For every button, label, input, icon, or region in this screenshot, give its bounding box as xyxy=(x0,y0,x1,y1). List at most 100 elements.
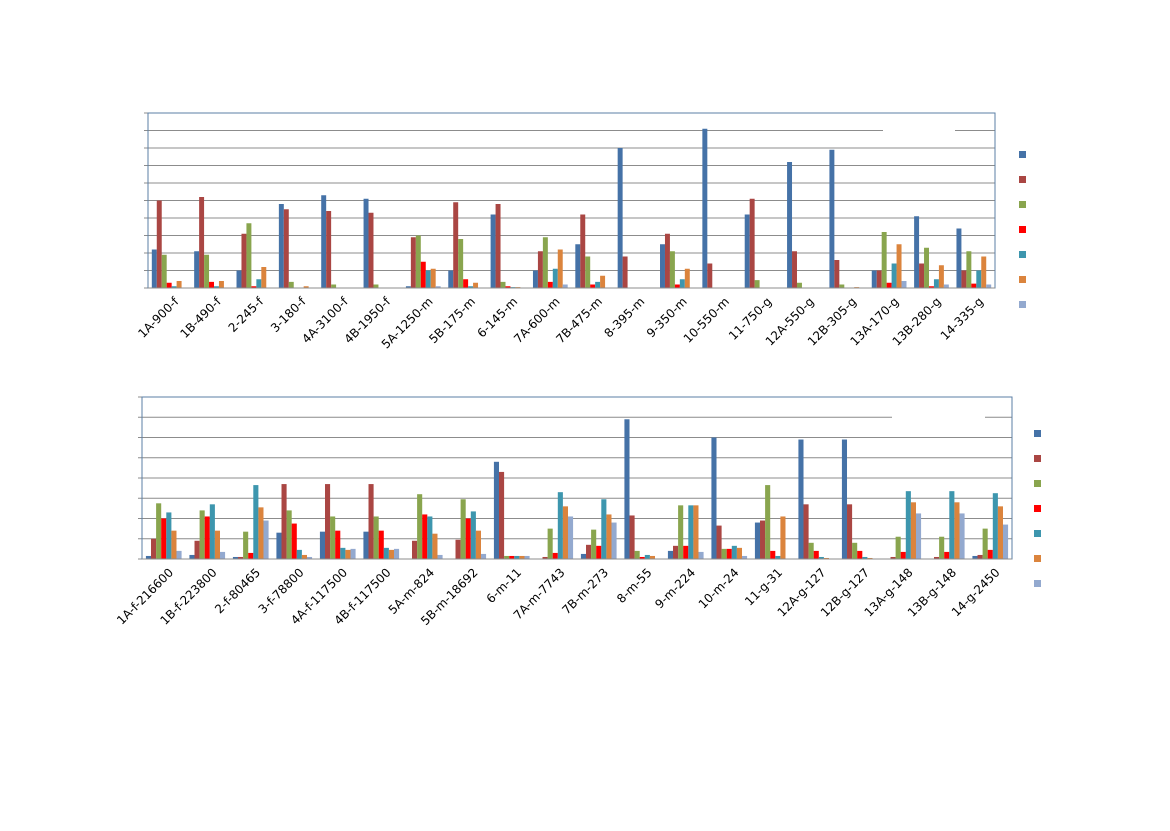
bar xyxy=(532,270,538,288)
legend-swatch xyxy=(1019,176,1026,183)
bar xyxy=(731,545,737,559)
bar xyxy=(171,530,177,559)
bar xyxy=(847,504,853,559)
bar xyxy=(834,260,840,288)
bar xyxy=(910,502,916,559)
bar xyxy=(688,505,694,559)
bar xyxy=(537,251,543,288)
bar xyxy=(754,522,761,559)
bar xyxy=(765,485,771,559)
bar xyxy=(405,286,411,288)
bar xyxy=(490,214,496,288)
bar xyxy=(288,281,294,288)
x-tick-label: 1B-490-f xyxy=(177,294,224,341)
bar xyxy=(944,551,950,559)
bar xyxy=(977,554,983,559)
bar xyxy=(674,284,680,288)
bar xyxy=(248,552,254,559)
bar xyxy=(470,511,476,559)
bar xyxy=(283,209,289,288)
bar xyxy=(726,548,732,559)
bar xyxy=(468,286,474,288)
bar xyxy=(218,281,224,288)
legend-swatch xyxy=(1034,555,1041,562)
bar xyxy=(326,211,332,288)
bar xyxy=(204,254,210,288)
bar xyxy=(580,214,586,288)
x-tick-label: 10-550-m xyxy=(681,294,732,345)
bar xyxy=(596,545,602,559)
bar xyxy=(171,286,177,288)
bar xyxy=(808,542,814,559)
bar xyxy=(586,544,592,559)
bar xyxy=(600,275,606,288)
bar xyxy=(321,195,327,288)
bar xyxy=(557,249,563,288)
bar xyxy=(319,531,326,559)
bar xyxy=(281,484,287,559)
bar xyxy=(236,270,242,288)
bar xyxy=(876,270,882,288)
bar xyxy=(393,548,400,559)
bar xyxy=(664,233,670,288)
bar xyxy=(458,239,464,288)
x-tick-label: 8-m-55 xyxy=(614,565,654,605)
bar xyxy=(437,554,443,559)
legend-swatch xyxy=(1019,226,1026,233)
bar xyxy=(881,232,887,288)
bar xyxy=(796,282,802,288)
bar xyxy=(649,555,655,559)
bar xyxy=(841,439,848,559)
bar xyxy=(992,493,998,559)
x-tick-label: 5B-175-m xyxy=(426,294,478,346)
bar xyxy=(340,547,346,559)
bar xyxy=(982,528,988,559)
bar xyxy=(246,223,252,288)
bar xyxy=(590,284,596,288)
bar xyxy=(622,256,628,288)
x-tick-label: 7B-475-m xyxy=(553,294,605,346)
bar xyxy=(891,263,897,288)
bar xyxy=(453,202,459,288)
bar xyxy=(914,216,920,288)
bar xyxy=(278,204,284,288)
bar xyxy=(363,531,369,559)
bar xyxy=(886,282,892,288)
chart: 1A-f-2166001B-f-2238002-f-804653-f-78800… xyxy=(114,396,1041,628)
grid-gap xyxy=(883,115,955,143)
bar xyxy=(611,522,617,559)
legend-swatch xyxy=(1019,151,1026,158)
bar xyxy=(934,556,940,559)
bar xyxy=(263,520,269,559)
bar xyxy=(617,148,623,288)
bar xyxy=(151,538,157,559)
bar xyxy=(938,265,944,288)
bar xyxy=(151,249,157,288)
bar xyxy=(829,149,835,288)
bar xyxy=(852,542,858,559)
bar xyxy=(493,461,500,559)
bar xyxy=(388,549,394,559)
bar xyxy=(368,484,374,559)
bar xyxy=(547,281,553,288)
bar xyxy=(684,268,690,288)
chart: 1A-900-f1B-490-f 2-245-f 3-180-f4A-3100-f4… xyxy=(135,112,1026,351)
bar xyxy=(253,485,259,559)
bar xyxy=(660,244,665,288)
bar xyxy=(780,516,786,559)
bar xyxy=(716,525,722,559)
bar xyxy=(448,270,454,288)
bar xyxy=(667,550,674,559)
bar xyxy=(161,518,167,559)
bar xyxy=(156,200,162,288)
x-tick-label: 7B-m-273 xyxy=(559,565,611,617)
bar xyxy=(547,528,553,559)
bar xyxy=(721,548,727,559)
bar xyxy=(673,545,679,559)
bar xyxy=(798,439,804,559)
x-tick-label: 2-f-80465 xyxy=(212,565,263,616)
bar xyxy=(1002,524,1009,559)
bar xyxy=(987,549,993,559)
legend-swatch xyxy=(1034,505,1041,512)
bar xyxy=(943,284,949,288)
